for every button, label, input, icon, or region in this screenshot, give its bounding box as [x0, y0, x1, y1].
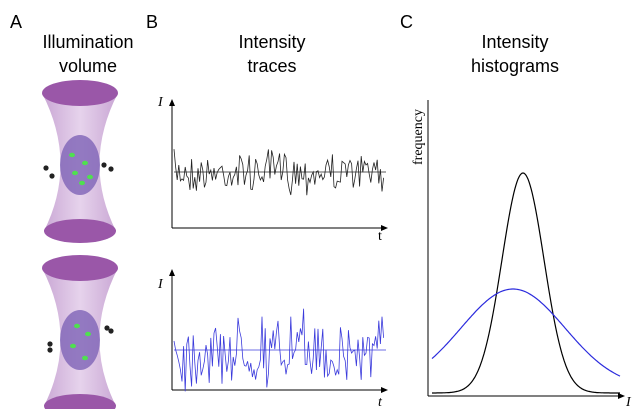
- histogram-curve: [431, 288, 621, 377]
- intensity-trace: [173, 308, 384, 392]
- panel-title: volume: [59, 56, 117, 76]
- beam-end: [44, 394, 116, 409]
- beam-end: [42, 80, 118, 106]
- panel-title: traces: [247, 56, 296, 76]
- fluorophore: [72, 170, 78, 176]
- axis-label: I: [625, 395, 632, 409]
- beam-end: [44, 219, 116, 243]
- axis-label: I: [157, 95, 164, 110]
- panel-title: Intensity: [238, 32, 305, 52]
- panel-letter: B: [146, 12, 158, 32]
- fluorophore: [69, 152, 75, 158]
- panel-title: Intensity: [481, 32, 548, 52]
- outside-particle: [108, 166, 114, 172]
- axis-label: t: [378, 395, 383, 409]
- beam-end: [42, 255, 118, 281]
- focal-volume: [60, 310, 100, 370]
- fluorophore: [82, 160, 88, 166]
- outside-particle: [108, 328, 114, 334]
- outside-particle: [49, 173, 55, 179]
- histogram-curve: [432, 172, 620, 394]
- trace-axes: [169, 99, 625, 399]
- outside-particle: [47, 341, 53, 347]
- fluorophore: [82, 355, 88, 361]
- axis-label: t: [378, 229, 382, 244]
- outside-particle: [104, 325, 110, 331]
- fluorophore: [74, 323, 80, 329]
- axis-label: I: [157, 277, 164, 292]
- fluorophore: [70, 343, 76, 349]
- fluorophore: [79, 180, 85, 186]
- panel-title: Illumination: [42, 32, 133, 52]
- outside-particle: [47, 347, 53, 353]
- panel-title: histograms: [471, 56, 559, 76]
- outside-particle: [101, 162, 107, 168]
- fluorophore: [85, 331, 91, 337]
- panel-letter: C: [400, 12, 413, 32]
- outside-particle: [43, 165, 49, 171]
- fluorophore: [87, 174, 93, 180]
- focal-volume: [60, 135, 100, 195]
- panel-letter: A: [10, 12, 22, 32]
- axis-label: frequency: [411, 109, 426, 165]
